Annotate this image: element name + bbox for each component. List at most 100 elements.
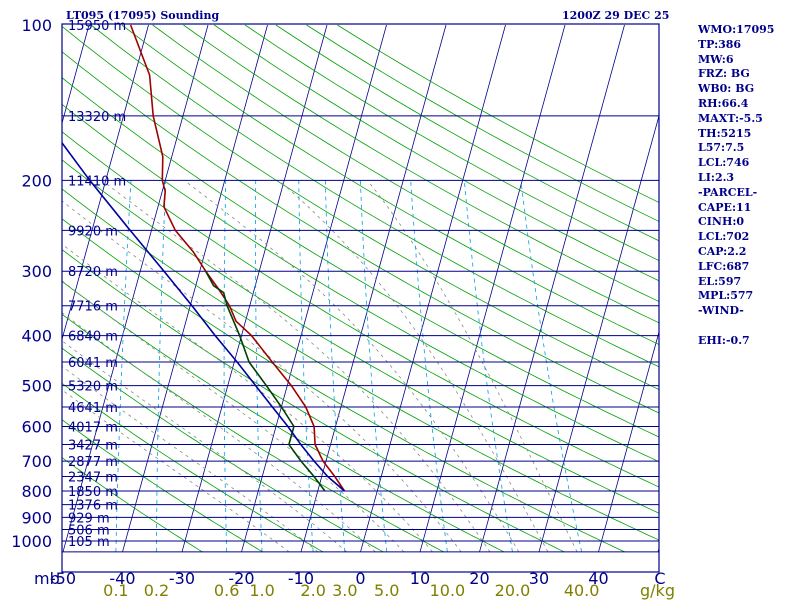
index-item: L57:7.5 <box>698 141 745 155</box>
height-label: 2877 m <box>68 455 118 470</box>
moist-adiabat-line <box>367 180 578 553</box>
height-label: 6840 m <box>68 330 118 345</box>
mixing-ratio-line <box>410 180 448 552</box>
height-label: 105 m <box>68 535 110 550</box>
dry-adiabat-line <box>62 131 659 488</box>
height-label: 9920 m <box>68 224 118 239</box>
temperature-tick-label: 10 <box>410 569 430 588</box>
moist-adiabat-line <box>278 180 549 553</box>
dry-adiabat-line <box>62 280 505 553</box>
index-item: FRZ: BG <box>698 67 750 81</box>
temperature-tick-label: 0 <box>355 569 365 588</box>
height-label: 2347 m <box>68 471 118 486</box>
height-label: 3427 m <box>68 438 118 453</box>
temperature-tick-label: -10 <box>288 569 314 588</box>
isotherm-line <box>479 24 625 553</box>
isotherm-line <box>181 24 328 553</box>
dry-adiabat-line <box>62 103 659 463</box>
mixing-ratio-line <box>325 180 346 552</box>
index-item: MAXT:-5.5 <box>698 111 763 125</box>
temperature-tick-label: -50 <box>50 569 76 588</box>
dry-adiabat-line <box>62 313 444 553</box>
mixing-ratio-label: 2.0 <box>300 581 325 600</box>
index-item: RH:66.4 <box>698 96 749 110</box>
dry-adiabat-line <box>121 24 659 345</box>
height-label: 5320 m <box>68 380 118 395</box>
pressure-tick-label: 700 <box>21 452 52 471</box>
dry-adiabat-line <box>62 188 659 541</box>
isobar-lines <box>62 115 659 553</box>
temperature-unit-label: C <box>654 569 665 588</box>
pressure-unit-label: mb <box>34 569 60 588</box>
dry-adiabat-line <box>62 25 659 390</box>
mixing-ratio-line <box>298 180 314 552</box>
isotherm-line <box>598 330 659 553</box>
temperature-tick-label: 40 <box>588 569 608 588</box>
height-label: 506 m <box>68 524 110 539</box>
index-item: LI:2.3 <box>698 170 735 184</box>
isotherm-line <box>538 114 659 553</box>
height-label: 929 m <box>68 511 110 526</box>
dry-adiabat-line <box>62 382 324 553</box>
moist-adiabat-line <box>62 389 290 553</box>
index-item: EL:597 <box>698 274 742 288</box>
mixing-ratio-lines <box>115 180 582 552</box>
mixing-ratio-label: 0.1 <box>103 581 128 600</box>
plot-frame <box>61 23 660 573</box>
temperature-tick-label: 20 <box>469 569 489 588</box>
mixing-ratio-line <box>255 180 263 552</box>
dry-adiabat-line <box>62 249 565 553</box>
mixing-ratio-label: 3.0 <box>332 581 357 600</box>
mixing-ratio-label: 20.0 <box>495 581 531 600</box>
dry-adiabat-line <box>62 51 659 414</box>
moist-adiabat-line <box>62 280 405 553</box>
dry-adiabat-line <box>244 24 659 262</box>
isotherm-line <box>360 24 506 553</box>
index-item: CINH:0 <box>698 215 745 229</box>
wind-section-header: -WIND- <box>698 304 744 318</box>
dry-adiabat-line <box>62 218 625 553</box>
height-label: 7716 m <box>68 300 118 315</box>
parcel-section-header: -PARCEL- <box>698 185 758 199</box>
height-label: 4641 m <box>68 401 118 416</box>
index-item: LCL:746 <box>698 156 750 170</box>
dry-adiabat-line <box>152 24 659 324</box>
moist-adiabat-lines <box>62 179 578 553</box>
moist-adiabat-line <box>62 340 348 553</box>
pressure-tick-label: 1000 <box>11 532 52 551</box>
dry-adiabat-line <box>62 77 659 438</box>
pressure-tick-label: 200 <box>21 171 52 190</box>
height-label: 4017 m <box>68 421 118 436</box>
mixing-ratio-label: 0.2 <box>144 581 169 600</box>
isotherm-line <box>419 24 566 553</box>
moist-adiabat-line <box>101 179 491 553</box>
mixing-ratio-unit-label: g/kg <box>640 581 675 600</box>
dewpoint-profile <box>204 270 326 492</box>
index-item: WMO:17095 <box>698 23 775 36</box>
mixing-ratio-line <box>520 180 582 552</box>
index-item: TP:386 <box>698 37 742 51</box>
isotherm-lines <box>62 24 659 553</box>
mixing-ratio-label: 0.6 <box>214 581 239 600</box>
pressure-tick-label: 800 <box>21 482 52 501</box>
isotherm-line <box>62 24 90 125</box>
mixing-ratio-label: 10.0 <box>430 581 466 600</box>
height-label: 6041 m <box>68 356 118 371</box>
dry-adiabat-line <box>214 24 659 282</box>
mixing-ratio-label: 1.0 <box>249 581 274 600</box>
valid-time: 1200Z 29 DEC 25 <box>562 9 670 22</box>
index-item: MW:6 <box>698 52 734 66</box>
height-label: 13320 m <box>68 110 126 125</box>
index-item: LFC:687 <box>698 259 750 273</box>
ehi-index: EHI:-0.7 <box>698 333 750 347</box>
height-label: 11410 m <box>68 174 126 189</box>
parcel-profile <box>62 141 346 492</box>
temperature-tick-label: -20 <box>228 569 254 588</box>
pressure-tick-label: 500 <box>21 377 52 396</box>
index-item: WB0: BG <box>698 82 755 96</box>
temperature-profile <box>129 24 346 492</box>
dry-adiabat-line <box>90 24 659 368</box>
isotherm-line <box>62 24 209 553</box>
